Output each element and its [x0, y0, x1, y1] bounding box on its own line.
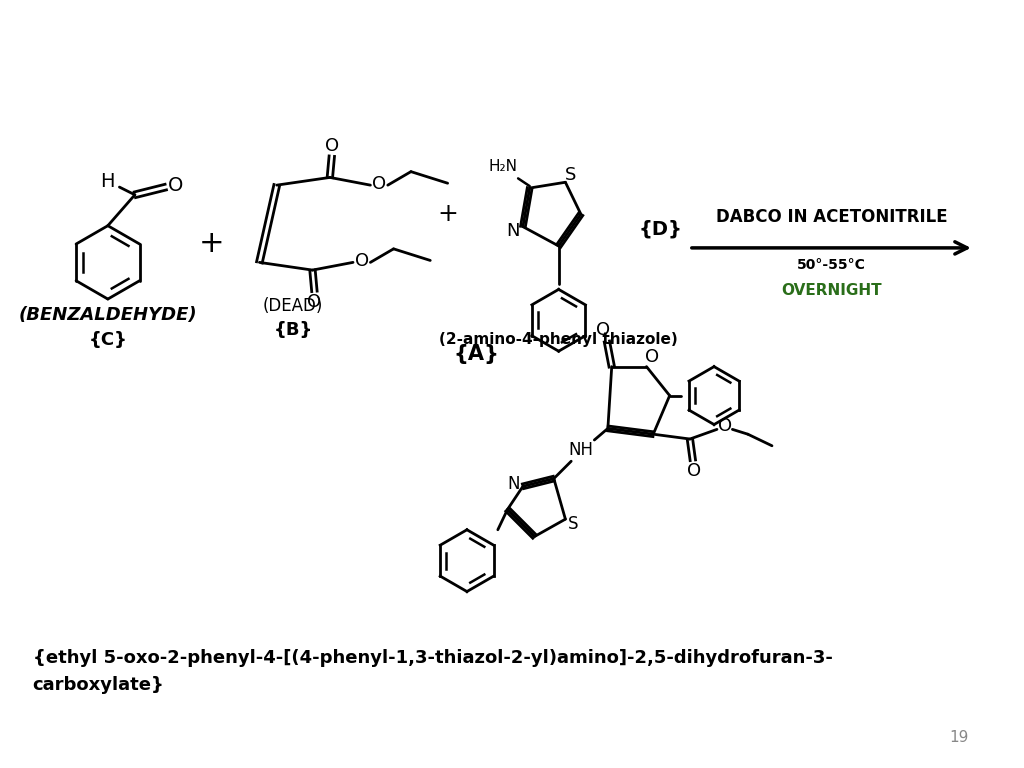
Text: N: N	[507, 475, 519, 493]
Text: O: O	[354, 253, 369, 270]
Text: +: +	[199, 229, 224, 257]
Text: (DEAD): (DEAD)	[263, 296, 324, 315]
Text: N: N	[507, 221, 520, 240]
Text: {ethyl 5-oxo-2-phenyl-4-[(4-phenyl-1,3-thiazol-2-yl)amino]-2,5-dihydrofuran-3-: {ethyl 5-oxo-2-phenyl-4-[(4-phenyl-1,3-t…	[33, 649, 833, 667]
Text: O: O	[687, 462, 700, 480]
Text: DABCO IN ACETONITRILE: DABCO IN ACETONITRILE	[716, 208, 947, 226]
Text: NH: NH	[568, 441, 593, 458]
Text: O: O	[325, 137, 339, 154]
Text: O: O	[596, 321, 610, 339]
Text: O: O	[645, 348, 659, 366]
Text: (2-amino-4-phenyl thiazole): (2-amino-4-phenyl thiazole)	[439, 332, 678, 347]
Text: OVERNIGHT: OVERNIGHT	[781, 283, 882, 298]
Text: H₂N: H₂N	[488, 159, 517, 174]
Text: (BENZALDEHYDE): (BENZALDEHYDE)	[18, 306, 198, 324]
Text: {D}: {D}	[638, 219, 682, 238]
Text: carboxylate}: carboxylate}	[33, 676, 164, 694]
Text: O: O	[307, 293, 322, 311]
Text: O: O	[168, 176, 183, 194]
Text: +: +	[437, 202, 458, 226]
Text: 19: 19	[949, 730, 969, 745]
Text: {C}: {C}	[88, 330, 127, 349]
Text: 50°-55°C: 50°-55°C	[797, 258, 865, 273]
Text: S: S	[564, 166, 575, 184]
Text: O: O	[372, 175, 386, 194]
Text: {B}: {B}	[273, 321, 312, 339]
Text: {A}: {A}	[454, 344, 500, 364]
Text: S: S	[568, 515, 579, 533]
Text: O: O	[718, 416, 732, 435]
Text: H: H	[100, 172, 115, 190]
